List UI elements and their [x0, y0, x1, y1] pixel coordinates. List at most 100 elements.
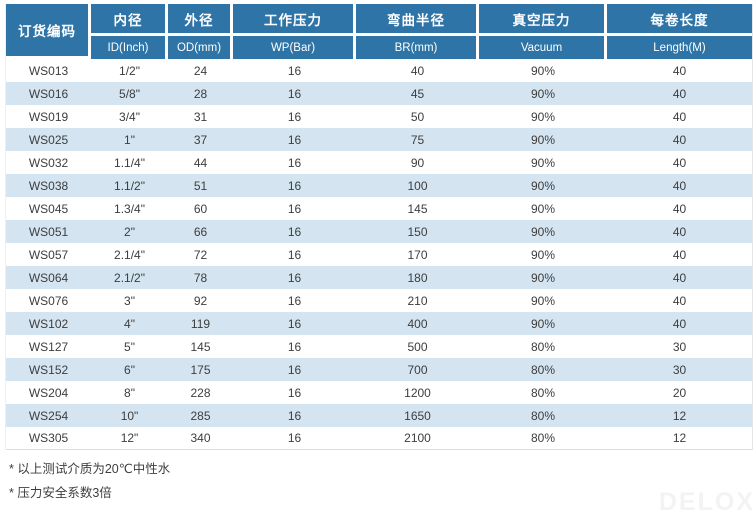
- table-cell: 285: [168, 404, 233, 427]
- table-cell: 119: [168, 312, 233, 335]
- col-header-vacuum-pressure-en: Vacuum: [479, 36, 607, 59]
- table-row: WS064 2.1/2" 78 16 180 90% 40: [6, 266, 752, 289]
- table-cell: 40: [607, 59, 752, 82]
- table-cell: WS032: [6, 151, 91, 174]
- table-cell: 16: [233, 174, 356, 197]
- table-cell: 145: [356, 197, 479, 220]
- table-row: WS102 4" 119 16 400 90% 40: [6, 312, 752, 335]
- table-cell: 20: [607, 381, 752, 404]
- table-cell: 180: [356, 266, 479, 289]
- table-cell: 40: [607, 151, 752, 174]
- table-cell: 40: [607, 266, 752, 289]
- table-cell: 40: [356, 59, 479, 82]
- table-cell: 90%: [479, 243, 607, 266]
- table-cell: 12: [607, 427, 752, 450]
- table-cell: WS045: [6, 197, 91, 220]
- table-cell: 40: [607, 312, 752, 335]
- table-cell: 16: [233, 381, 356, 404]
- table-cell: 16: [233, 105, 356, 128]
- col-header-roll-length-en: Length(M): [607, 36, 752, 59]
- table-cell: 16: [233, 404, 356, 427]
- table-cell: 90%: [479, 312, 607, 335]
- table-cell: 1200: [356, 381, 479, 404]
- table-cell: 66: [168, 220, 233, 243]
- table-cell: 170: [356, 243, 479, 266]
- col-header-order-code: 订货编码: [6, 4, 91, 59]
- table-cell: 90%: [479, 289, 607, 312]
- table-cell: 30: [607, 358, 752, 381]
- footnote-test-medium: * 以上测试介质为20℃中性水: [9, 462, 171, 476]
- hose-spec-table: 订货编码 内径 外径 工作压力 弯曲半径 真空压力 每卷长度 ID(Inch) …: [5, 4, 753, 450]
- table-cell: WS127: [6, 335, 91, 358]
- col-header-inner-diameter-en: ID(Inch): [91, 36, 168, 59]
- table-row: WS016 5/8" 28 16 45 90% 40: [6, 82, 752, 105]
- footnote-safety-factor: * 压力安全系数3倍: [9, 486, 112, 500]
- table-cell: 8": [91, 381, 168, 404]
- table-cell: 100: [356, 174, 479, 197]
- table-row: WS025 1" 37 16 75 90% 40: [6, 128, 752, 151]
- table-row: WS051 2" 66 16 150 90% 40: [6, 220, 752, 243]
- table-cell: 175: [168, 358, 233, 381]
- table-cell: 1.1/4": [91, 151, 168, 174]
- table-cell: 44: [168, 151, 233, 174]
- table-cell: 30: [607, 335, 752, 358]
- table-cell: 2.1/2": [91, 266, 168, 289]
- table-cell: 40: [607, 197, 752, 220]
- table-body: WS013 1/2" 24 16 40 90% 40 WS016 5/8" 28 16 45 90% 40…: [6, 59, 752, 450]
- table-cell: 16: [233, 289, 356, 312]
- footnotes: * 以上测试介质为20℃中性水 * 压力安全系数3倍: [9, 457, 170, 505]
- table-cell: 92: [168, 289, 233, 312]
- table-cell: WS038: [6, 174, 91, 197]
- table-row: WS019 3/4" 31 16 50 90% 40: [6, 105, 752, 128]
- table-cell: 16: [233, 151, 356, 174]
- table-row: WS057 2.1/4" 72 16 170 90% 40: [6, 243, 752, 266]
- table-cell: 340: [168, 427, 233, 450]
- table-cell: WS013: [6, 59, 91, 82]
- table-row: WS152 6" 175 16 700 80% 30: [6, 358, 752, 381]
- table-cell: WS019: [6, 105, 91, 128]
- spec-table-container: 订货编码 内径 外径 工作压力 弯曲半径 真空压力 每卷长度 ID(Inch) …: [5, 4, 753, 450]
- table-cell: 75: [356, 128, 479, 151]
- col-header-working-pressure-en: WP(Bar): [233, 36, 356, 59]
- table-row: WS032 1.1/4" 44 16 90 90% 40: [6, 151, 752, 174]
- table-cell: 40: [607, 289, 752, 312]
- table-cell: 210: [356, 289, 479, 312]
- table-cell: 1650: [356, 404, 479, 427]
- table-cell: 90%: [479, 220, 607, 243]
- table-row: WS305 12" 340 16 2100 80% 12: [6, 427, 752, 450]
- table-cell: WS025: [6, 128, 91, 151]
- table-cell: WS254: [6, 404, 91, 427]
- table-cell: 80%: [479, 427, 607, 450]
- table-cell: 40: [607, 220, 752, 243]
- brand-watermark: DELOX: [658, 488, 755, 516]
- table-cell: 60: [168, 197, 233, 220]
- table-cell: 90%: [479, 197, 607, 220]
- table-cell: 40: [607, 243, 752, 266]
- table-cell: 80%: [479, 358, 607, 381]
- table-cell: WS152: [6, 358, 91, 381]
- table-cell: 1.3/4": [91, 197, 168, 220]
- col-header-outer-diameter-en: OD(mm): [168, 36, 233, 59]
- table-cell: 16: [233, 266, 356, 289]
- col-header-bend-radius-zh: 弯曲半径: [356, 4, 479, 36]
- table-cell: 16: [233, 220, 356, 243]
- table-cell: 5/8": [91, 82, 168, 105]
- table-cell: WS064: [6, 266, 91, 289]
- table-cell: 12": [91, 427, 168, 450]
- col-header-outer-diameter-zh: 外径: [168, 4, 233, 36]
- table-row: WS045 1.3/4" 60 16 145 90% 40: [6, 197, 752, 220]
- table-cell: 2100: [356, 427, 479, 450]
- table-cell: 16: [233, 82, 356, 105]
- table-cell: 500: [356, 335, 479, 358]
- table-cell: 400: [356, 312, 479, 335]
- table-cell: WS102: [6, 312, 91, 335]
- table-cell: 40: [607, 174, 752, 197]
- table-cell: 90%: [479, 128, 607, 151]
- table-cell: WS204: [6, 381, 91, 404]
- table-cell: 16: [233, 358, 356, 381]
- table-cell: 2": [91, 220, 168, 243]
- table-row: WS254 10" 285 16 1650 80% 12: [6, 404, 752, 427]
- table-cell: 80%: [479, 381, 607, 404]
- table-cell: 90%: [479, 82, 607, 105]
- table-cell: 6": [91, 358, 168, 381]
